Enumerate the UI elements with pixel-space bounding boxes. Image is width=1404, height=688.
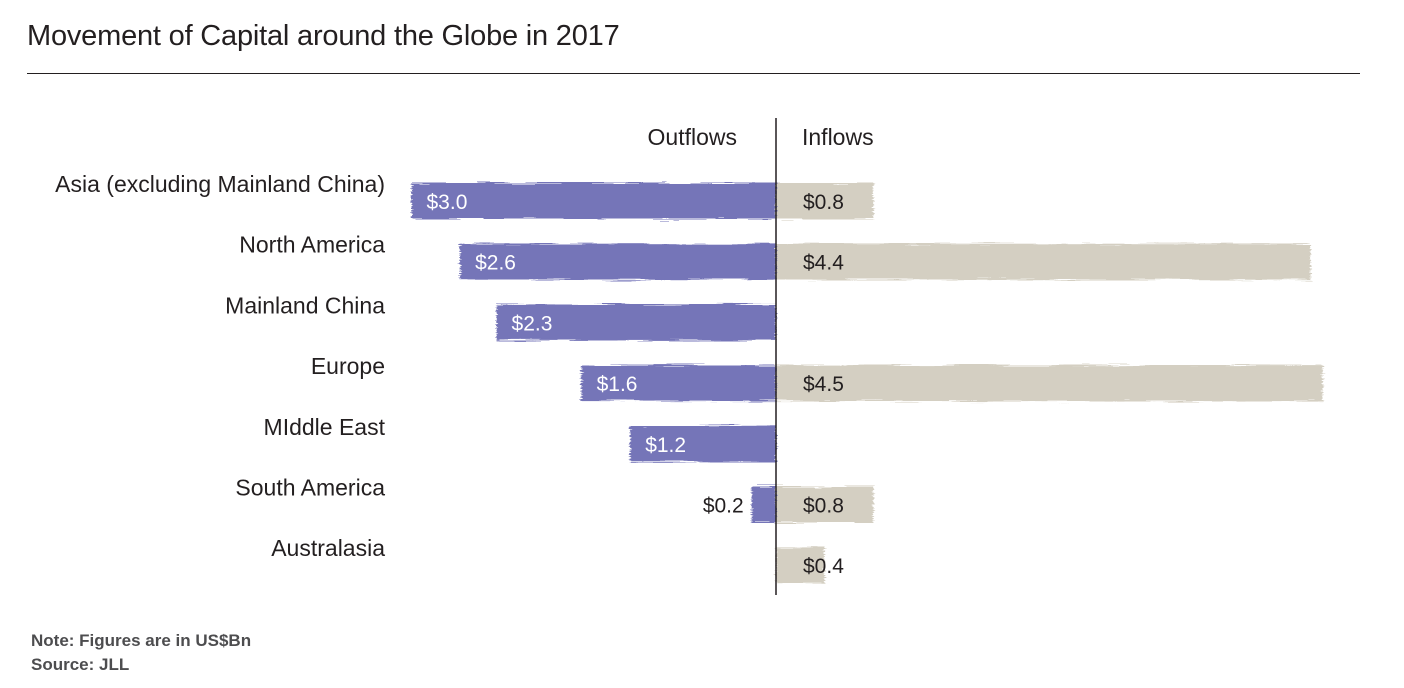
inflow-bar-south-america <box>776 486 874 523</box>
inflows-header: Inflows <box>802 124 874 150</box>
category-label-north-america: North America <box>239 232 385 258</box>
category-label-asia-excluding-mainland-china: Asia (excluding Mainland China) <box>55 171 385 197</box>
outflow-value-north-america: $2.6 <box>475 252 516 275</box>
outflow-value-asia-excluding-mainland-china: $3.0 <box>427 191 468 214</box>
outflow-bar-asia-excluding-mainland-china <box>411 183 776 219</box>
category-label-mainland-china: Mainland China <box>225 292 385 318</box>
outflow-value-europe: $1.6 <box>597 373 638 396</box>
category-label-europe: Europe <box>311 353 385 379</box>
title-divider <box>27 73 1360 74</box>
category-label-australasia: Australasia <box>271 535 385 561</box>
outflow-bar-middle-east <box>630 425 776 462</box>
note-text: Note: Figures are in US$Bn <box>31 631 252 650</box>
outflow-bar-north-america <box>460 243 776 280</box>
inflow-bar-north-america <box>776 243 1311 280</box>
inflow-bar-australasia <box>776 547 825 584</box>
inflow-bar-europe <box>776 365 1323 402</box>
inflow-value-europe: $4.5 <box>803 373 844 396</box>
outflow-bar-europe <box>581 365 776 402</box>
outflow-bar-south-america <box>751 486 776 523</box>
bars-layer <box>411 183 1323 584</box>
inflow-value-south-america: $0.8 <box>803 495 844 518</box>
inflow-value-north-america: $4.4 <box>803 252 844 275</box>
inflow-bar-asia-excluding-mainland-china <box>776 183 874 219</box>
outflows-header: Outflows <box>648 124 737 150</box>
category-label-middle-east: MIddle East <box>264 414 386 440</box>
outflow-value-south-america: $0.2 <box>703 495 744 518</box>
inflow-value-asia-excluding-mainland-china: $0.8 <box>803 191 844 214</box>
outflow-value-middle-east: $1.2 <box>645 434 686 457</box>
page-title: Movement of Capital around the Globe in … <box>27 20 620 52</box>
category-label-south-america: South America <box>235 475 385 501</box>
outflow-value-mainland-china: $2.3 <box>512 312 553 335</box>
source-text: Source: JLL <box>31 655 130 674</box>
inflow-value-australasia: $0.4 <box>803 555 844 578</box>
labels-layer: Asia (excluding Mainland China) $3.0 $0.8 N… <box>55 171 844 578</box>
footnotes: Note: Figures are in US$Bn Source: JLL <box>31 629 251 677</box>
outflow-bar-mainland-china <box>496 304 776 341</box>
